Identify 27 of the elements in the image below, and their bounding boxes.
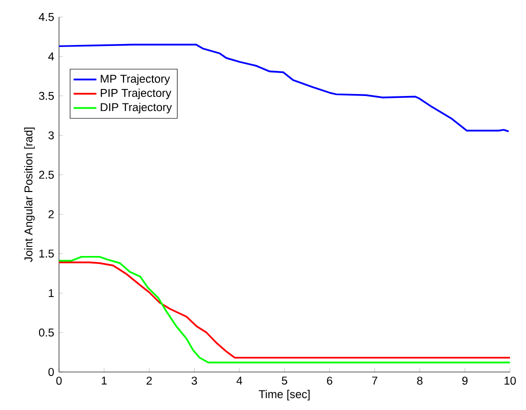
line-series xyxy=(59,44,510,132)
x-tick-label: 5 xyxy=(282,376,288,385)
x-tick-label: 7 xyxy=(372,376,378,384)
x-tick-label: 3 xyxy=(192,376,197,385)
x-tick-label: 4 xyxy=(236,376,242,384)
legend-label: MP Trajectory xyxy=(100,74,170,85)
x-tick-label: 10 xyxy=(504,376,516,385)
x-tick-label: 1 xyxy=(102,376,107,384)
y-tick-label: 0.5 xyxy=(38,328,54,337)
y-tick-label: 3 xyxy=(48,131,54,140)
legend-label: DIP Trajectory xyxy=(100,102,172,114)
y-tick-label: 3.5 xyxy=(38,92,54,100)
y-tick-label: 1.5 xyxy=(39,250,54,258)
y-tick-label: 4.5 xyxy=(38,13,54,21)
y-tick-label: 2.5 xyxy=(39,170,54,179)
x-tick-label: 8 xyxy=(417,376,422,385)
x-tick-label: 9 xyxy=(462,376,468,385)
y-tick-label: 0 xyxy=(48,368,54,376)
x-tick-label: 6 xyxy=(327,376,332,385)
y-tick-label: 4 xyxy=(48,52,54,60)
legend-label: PIP Trajectory xyxy=(100,88,172,100)
y-tick-label: 1 xyxy=(48,289,54,297)
x-tick-label: 2 xyxy=(146,376,152,385)
y-axis-title: Joint Angular Position [rad] xyxy=(24,128,35,262)
y-tick-label: 2 xyxy=(48,210,54,218)
x-axis-title: Time [sec] xyxy=(258,390,310,400)
x-tick-label: 0 xyxy=(56,376,62,385)
